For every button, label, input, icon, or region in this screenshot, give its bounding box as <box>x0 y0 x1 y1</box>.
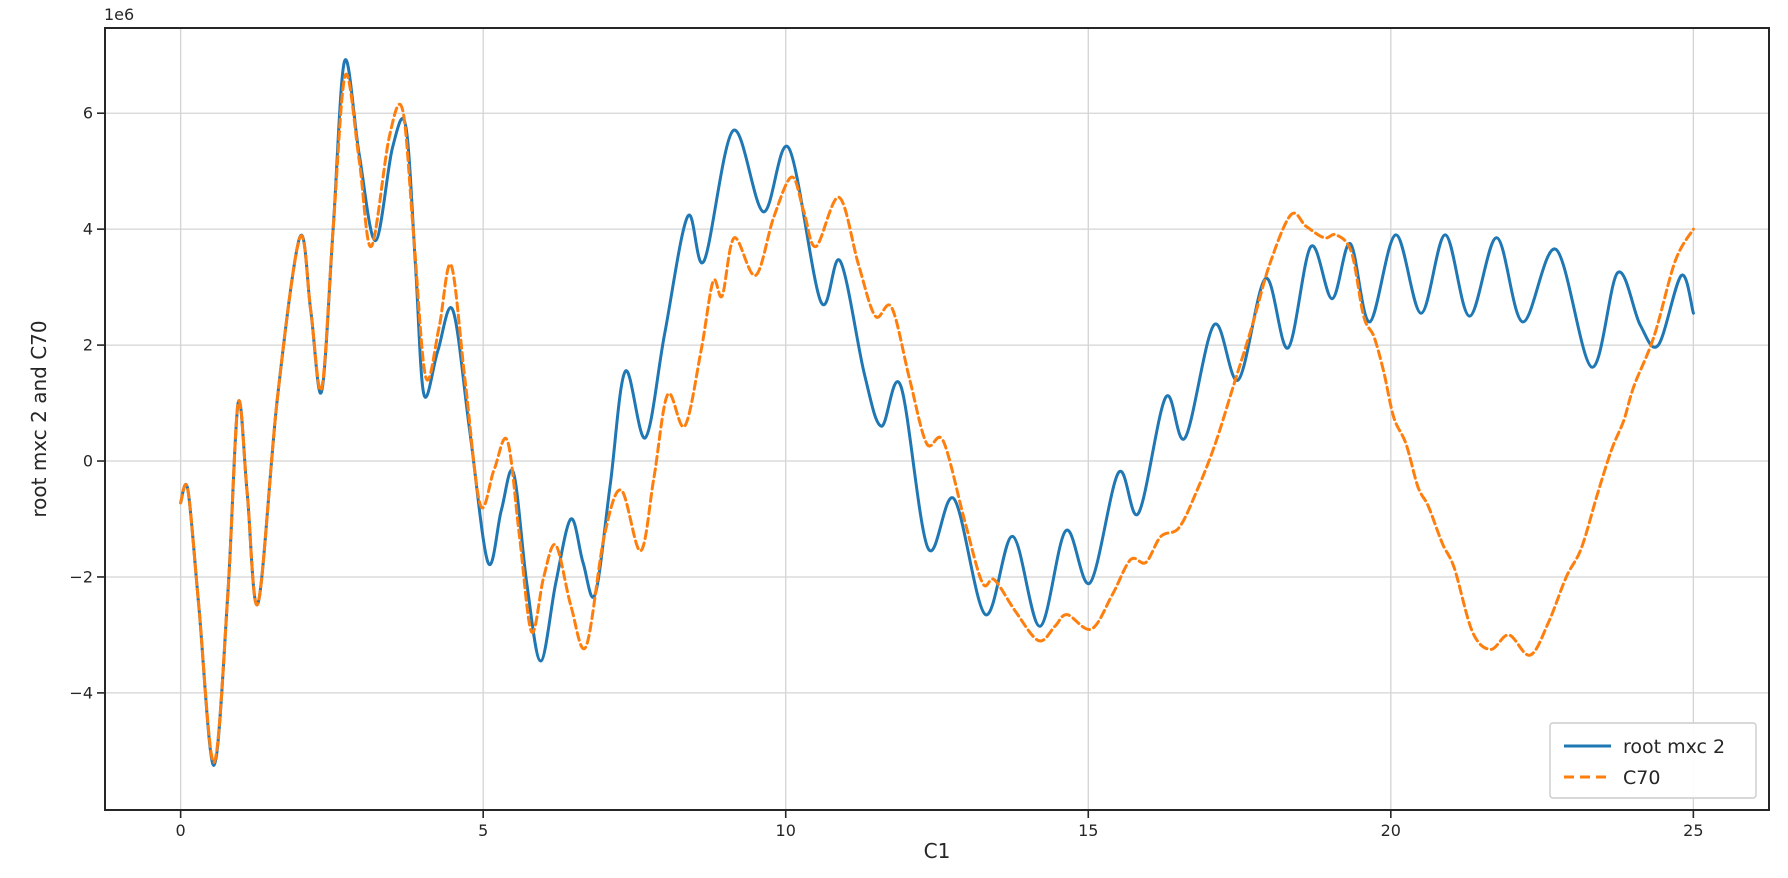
y-tick-label: 0 <box>83 452 93 471</box>
legend-box: root mxc 2 C70 <box>1549 722 1757 799</box>
x-tick-label: 10 <box>776 821 796 840</box>
x-tick-labels: 0 5 10 15 20 25 <box>176 821 1704 840</box>
y-tick-label: 6 <box>83 104 93 123</box>
y-axis-offset-text: 1e6 <box>104 5 134 24</box>
plot-border <box>104 27 1770 811</box>
y-tick-label: 4 <box>83 220 93 239</box>
y-tick-label: 2 <box>83 336 93 355</box>
y-axis-label: root mxc 2 and C70 <box>27 320 51 517</box>
x-tick-label: 25 <box>1683 821 1703 840</box>
x-tick-label: 15 <box>1078 821 1098 840</box>
gridlines <box>105 28 1769 810</box>
y-tick-labels: 6 4 2 0 −2 −4 <box>69 104 93 703</box>
x-tick-label: 20 <box>1381 821 1401 840</box>
axis-ticks <box>97 112 1695 818</box>
legend-frame <box>1549 722 1757 799</box>
legend-label-root-mxc-2: root mxc 2 <box>1623 736 1725 758</box>
y-tick-label: −4 <box>69 683 93 702</box>
legend-label-c70: C70 <box>1623 767 1660 789</box>
x-axis-label: C1 <box>924 839 951 863</box>
series-lines <box>179 58 1695 767</box>
y-tick-label: −2 <box>69 567 93 586</box>
x-tick-label: 0 <box>176 821 186 840</box>
series-path-c70 <box>179 72 1695 765</box>
x-tick-label: 5 <box>478 821 488 840</box>
